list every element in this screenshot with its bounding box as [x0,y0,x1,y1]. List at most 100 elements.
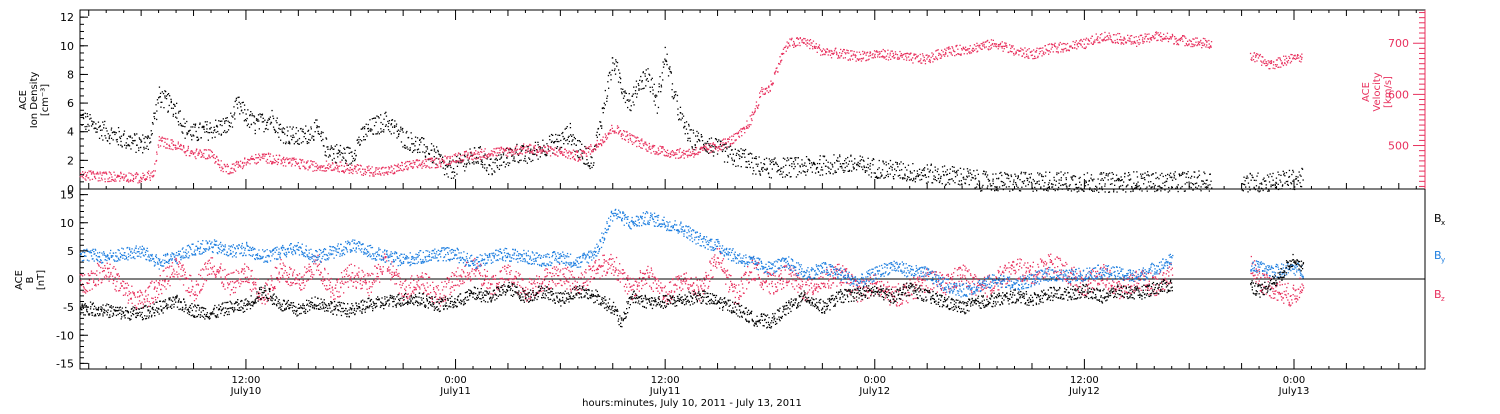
density-point [575,138,576,139]
velocity-point [1278,67,1279,68]
velocity-point [375,174,376,175]
density-point [436,146,437,147]
density-point [834,162,835,163]
density-point [1277,172,1278,173]
velocity-point [542,149,543,150]
density-point [1067,190,1068,191]
density-point [499,159,500,160]
velocity-point [441,158,442,159]
density-point [180,123,181,124]
density-point [138,150,139,151]
bz-point [233,292,234,293]
velocity-point [1100,34,1101,35]
velocity-point [702,148,703,149]
velocity-point [1280,59,1281,60]
density-point [894,169,895,170]
bz-point [136,307,137,308]
density-point [1036,190,1037,191]
density-point [349,148,350,149]
density-point [946,184,947,185]
velocity-point [497,152,498,153]
density-point [970,173,971,174]
density-point [1098,192,1099,193]
velocity-point [936,58,937,59]
velocity-point [717,150,718,151]
density-point [160,107,161,108]
velocity-point [1099,37,1100,38]
density-point [292,137,293,138]
density-point [506,158,507,159]
velocity-point [1063,43,1064,44]
density-point [355,150,356,151]
density-point [877,177,878,178]
velocity-point [892,51,893,52]
density-point [180,110,181,111]
bz-point [159,284,160,285]
density-point [1163,176,1164,177]
velocity-point [1002,41,1003,42]
bz-point [164,286,165,287]
density-point [982,173,983,174]
density-point [654,84,655,85]
velocity-point [604,141,605,142]
density-point [484,164,485,165]
velocity-point [799,42,800,43]
velocity-point [712,144,713,145]
bz-point [109,268,110,269]
velocity-point [548,151,549,152]
density-point [1017,178,1018,179]
velocity-point [656,152,657,153]
density-point [977,184,978,185]
velocity-point [976,43,977,44]
density-point [244,105,245,106]
density-point [178,111,179,112]
density-point [393,133,394,134]
velocity-point [435,158,436,159]
velocity-point [418,165,419,166]
top-panel-frame [80,10,1425,189]
velocity-point [481,152,482,153]
density-point [342,153,343,154]
density-point [1096,187,1097,188]
velocity-point [334,169,335,170]
density-point [394,120,395,121]
bz-point [253,289,254,290]
velocity-point [361,165,362,166]
density-point [859,166,860,167]
bz-point [228,274,229,275]
velocity-point [348,169,349,170]
bz-point [210,267,211,268]
velocity-point [1085,39,1086,40]
density-point [240,106,241,107]
velocity-point [801,41,802,42]
bz-point [100,267,101,268]
density-point [1160,190,1161,191]
bz-point [240,283,241,284]
velocity-point [513,151,514,152]
velocity-point [499,150,500,151]
velocity-point [235,171,236,172]
velocity-point [339,166,340,167]
density-point [791,163,792,164]
velocity-point [931,52,932,53]
velocity-point [141,179,142,180]
velocity-point [820,55,821,56]
velocity-point [966,49,967,50]
velocity-point [1121,43,1122,44]
density-point [1142,178,1143,179]
density-point [1157,177,1158,178]
density-point [933,178,934,179]
density-point [308,142,309,143]
density-point [650,91,651,92]
density-point [1261,184,1262,185]
density-point [478,163,479,164]
velocity-point [618,133,619,134]
density-point [1100,174,1101,175]
velocity-point [335,168,336,169]
density-point [151,130,152,131]
density-point [239,102,240,103]
bz-point [258,279,259,280]
density-point [534,150,535,151]
density-point [143,138,144,139]
velocity-point [369,175,370,176]
